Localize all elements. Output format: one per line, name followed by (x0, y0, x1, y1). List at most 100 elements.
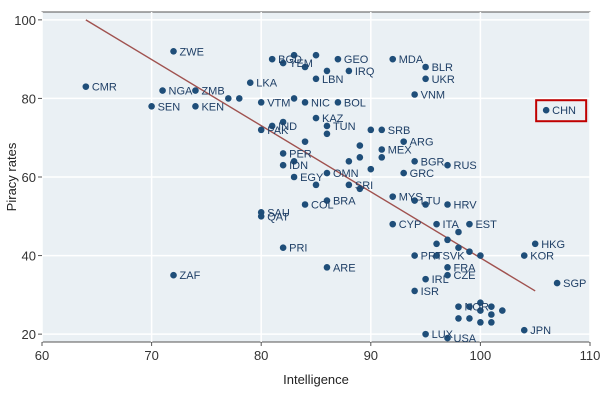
data-point-chn (542, 106, 550, 114)
data-point (356, 185, 364, 193)
data-point (422, 201, 429, 208)
point-label-sen: SEN (158, 101, 181, 113)
data-point (323, 130, 331, 138)
data-point-qat (257, 212, 265, 220)
point-label-usa: USA (454, 333, 477, 345)
point-label-bra: BRA (333, 196, 356, 208)
data-point-kaz (312, 114, 320, 122)
point-label-ita: ITA (443, 219, 460, 231)
point-label-srb: SRB (388, 125, 411, 137)
point-label-cyp: CYP (399, 219, 422, 231)
point-label-svk: SVK (443, 251, 466, 263)
data-point-srb (378, 126, 386, 134)
point-label-zaf: ZAF (180, 270, 201, 282)
point-label-zwe: ZWE (180, 46, 204, 58)
data-point-bra (323, 197, 331, 204)
data-point (477, 299, 484, 307)
data-point-irl (422, 275, 429, 283)
y-axis-title: Piracy rates (4, 142, 19, 211)
data-point-cyp (389, 220, 397, 228)
data-point (466, 315, 473, 322)
point-label-lka: LKA (256, 78, 277, 90)
x-tick-label: 70 (144, 348, 158, 363)
point-label-omn: OMN (333, 168, 359, 180)
point-label-nic: NIC (311, 97, 330, 109)
data-point (488, 319, 495, 326)
point-label-blr: BLR (432, 62, 453, 74)
point-label-rus: RUS (454, 160, 477, 172)
data-point (477, 319, 484, 326)
data-point (466, 303, 473, 310)
data-point-ken (192, 102, 199, 110)
point-label-ltu: LTU (421, 196, 441, 208)
highlight-box (535, 99, 588, 123)
data-point (290, 157, 298, 165)
data-point-usa (444, 334, 451, 342)
data-point (323, 67, 331, 75)
data-point-lux (422, 330, 429, 338)
data-point (455, 244, 462, 252)
point-label-col: COL (311, 200, 334, 212)
data-point (466, 248, 473, 255)
data-point (345, 157, 353, 165)
y-axis-ticks: 20 40 60 80 100 (14, 13, 42, 342)
x-tick-label: 80 (254, 348, 268, 363)
data-point-nic (301, 99, 309, 106)
data-point-idn (279, 161, 287, 169)
data-point-sri (345, 181, 353, 189)
point-label-cze: CZE (454, 270, 476, 282)
point-label-est: EST (475, 219, 497, 231)
data-point-svk (433, 252, 440, 259)
point-label-bgr: BGR (421, 156, 445, 168)
data-point (378, 154, 386, 161)
point-label-isr: ISR (421, 286, 439, 298)
data-point-vnm (411, 91, 418, 98)
data-point (488, 303, 495, 310)
x-tick-label: 100 (470, 348, 492, 363)
data-point-tun (323, 122, 331, 130)
grid-lines (41, 12, 591, 342)
data-point (225, 95, 232, 102)
data-point (312, 51, 320, 59)
point-label-ind: IND (278, 121, 297, 133)
data-point-per (279, 150, 287, 157)
data-point (290, 51, 298, 59)
data-point-arg (400, 138, 407, 145)
data-point-vtm (257, 99, 265, 106)
data-point (488, 311, 495, 318)
data-point-hkg (531, 240, 539, 248)
data-point-egy (290, 173, 298, 181)
data-point-fra (444, 264, 451, 271)
data-point-ind (268, 122, 276, 130)
point-label-lux: LUX (432, 329, 454, 341)
data-point (455, 315, 462, 322)
data-point-nor (455, 303, 462, 310)
x-tick-label: 60 (35, 348, 49, 363)
data-point-hrv (444, 201, 451, 208)
x-axis-ticks: 60 70 80 90 100 110 (35, 342, 600, 363)
point-label-geo: GEO (344, 54, 369, 66)
point-label-lbn: LBN (322, 74, 343, 86)
x-tick-label: 110 (580, 348, 600, 363)
data-point (477, 252, 484, 259)
point-label-chn: CHN (552, 105, 576, 117)
data-point-grc (400, 169, 407, 177)
point-label-yem: YEM (289, 58, 313, 70)
x-tick-label: 90 (364, 348, 378, 363)
data-point-omn (323, 169, 331, 177)
point-label-idn: IDN (289, 160, 308, 172)
point-label-bol: BOL (344, 97, 366, 109)
x-axis-title: Intelligence (283, 372, 349, 387)
point-label-mys: MYS (399, 192, 423, 204)
point-label-ukr: UKR (432, 74, 455, 86)
data-point-est (466, 220, 473, 228)
point-label-tun: TUN (333, 121, 356, 133)
data-point-ukr (422, 75, 429, 83)
data-point-pri (279, 244, 287, 252)
point-label-nor: NOR (464, 302, 489, 314)
point-label-kor: KOR (530, 251, 554, 263)
data-point (367, 126, 375, 134)
